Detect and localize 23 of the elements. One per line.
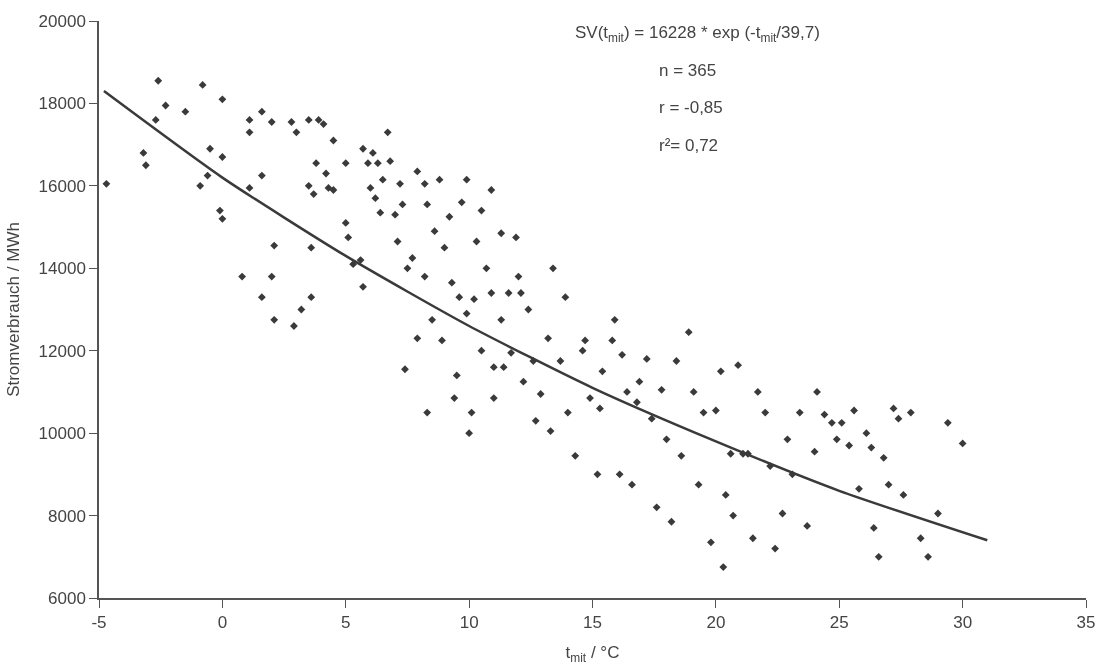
x-tick-label: 25: [829, 613, 849, 633]
y-tick-label: 12000: [38, 341, 86, 361]
x-tick-label: 30: [953, 613, 973, 633]
y-tick-label: 20000: [38, 11, 86, 31]
x-tick-label: 5: [341, 613, 351, 633]
annotation: r = -0,85: [659, 98, 723, 117]
y-tick-label: 10000: [38, 424, 86, 444]
annotation: SV(t$_{mit}$) = 16228 * exp (-t$_{mit}$/39,7): [575, 23, 820, 45]
x-axis-title: t$_{mit}$ / °C: [565, 643, 620, 665]
y-tick-label: 8000: [48, 506, 86, 526]
x-tick-label: 35: [1076, 613, 1096, 633]
x-tick-label: 20: [706, 613, 726, 633]
y-tick-label: 18000: [38, 94, 86, 114]
y-tick-label: 16000: [38, 176, 86, 196]
annotation: r²= 0,72: [659, 136, 719, 155]
x-tick-label: 15: [583, 613, 602, 633]
annotation: n = 365: [659, 61, 717, 80]
y-axis-title: Stromverbrauch / MWh: [3, 222, 23, 397]
x-tick-label: -5: [91, 613, 107, 633]
y-tick-label: 14000: [38, 259, 86, 279]
x-tick-label: 10: [459, 613, 479, 633]
y-tick-label: 6000: [48, 588, 86, 608]
x-tick-label: 0: [217, 613, 228, 633]
